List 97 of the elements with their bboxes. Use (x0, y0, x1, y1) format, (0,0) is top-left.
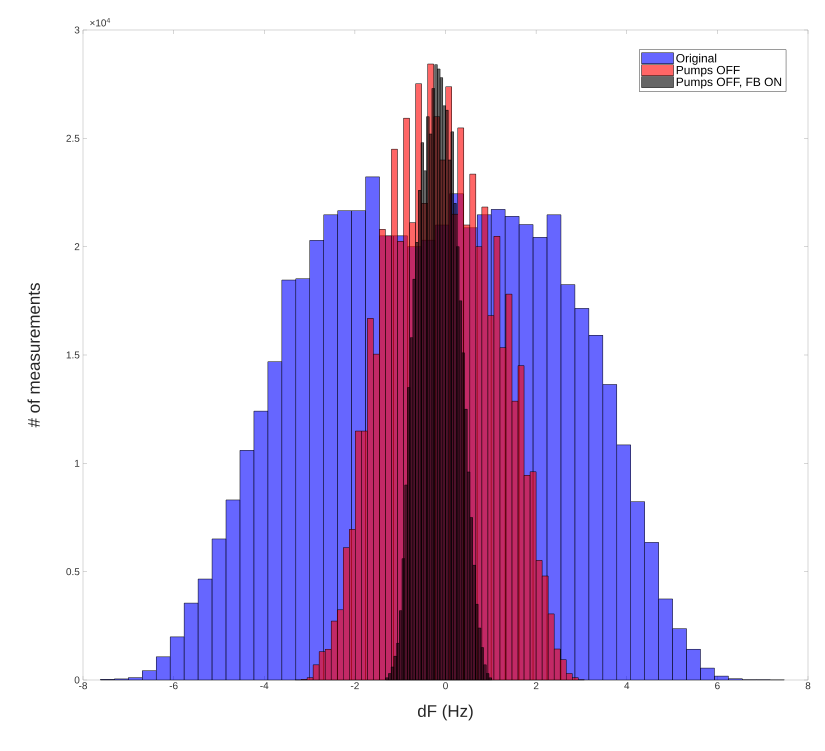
x-tick-label: 2 (534, 682, 538, 690)
bar (355, 430, 362, 680)
bar (254, 410, 268, 680)
bar (554, 648, 560, 680)
bar (309, 240, 324, 680)
bar (560, 284, 576, 680)
bar (542, 576, 548, 680)
bar (324, 648, 332, 680)
bar (420, 142, 424, 680)
y-tick-label: 0 (74, 676, 80, 684)
y-tick-label: 2.5 (66, 134, 80, 142)
bar (470, 517, 473, 680)
bar (142, 670, 156, 680)
bar (560, 659, 566, 680)
bar (518, 365, 524, 680)
bar (343, 547, 350, 680)
bar (306, 677, 314, 680)
bar (494, 236, 500, 680)
bar (349, 529, 356, 680)
bar (282, 280, 296, 680)
legend-label: Pumps OFF (676, 66, 740, 77)
bar (361, 430, 368, 680)
bar (486, 673, 490, 680)
x-tick-label: 0 (443, 682, 448, 690)
bar (524, 474, 530, 680)
bar (686, 648, 701, 680)
bar (296, 278, 310, 680)
bar (367, 318, 374, 680)
bar (412, 278, 416, 680)
bar (536, 560, 542, 680)
bar (488, 315, 494, 680)
bar (714, 676, 729, 680)
bar (396, 642, 400, 680)
bar (240, 450, 254, 680)
bar (407, 387, 410, 680)
y-tick-label: 1.5 (66, 352, 80, 358)
bar (440, 77, 444, 680)
bar (402, 558, 405, 680)
x-tick-label: -4 (260, 682, 268, 690)
bar (475, 604, 478, 680)
bar (318, 651, 326, 680)
bar (379, 229, 386, 680)
bar (530, 472, 536, 680)
legend-label: Pumps OFF, FB ON (676, 78, 782, 88)
bar (602, 384, 618, 680)
x-tick-label: 8 (806, 682, 810, 690)
bar (483, 664, 487, 680)
bar (464, 408, 468, 680)
bar (170, 636, 184, 680)
bar (385, 236, 392, 680)
y-tick-label: 3 (74, 26, 80, 34)
bar (312, 664, 320, 680)
bar (432, 88, 435, 680)
x-tick-label: -8 (79, 682, 87, 690)
bar (488, 678, 492, 680)
bar (630, 501, 645, 680)
legend-label: Original (676, 54, 716, 65)
bar (156, 656, 170, 680)
bar (512, 400, 518, 680)
y-axis-title: # of measurements (28, 283, 40, 428)
bar (566, 673, 573, 680)
bar (658, 598, 673, 680)
bar (385, 678, 389, 680)
bar (500, 347, 506, 680)
x-axis-title: dF (Hz) (418, 704, 473, 720)
bar (212, 538, 226, 680)
y-tick-label: 1 (75, 460, 80, 467)
bar (616, 444, 631, 680)
bar (572, 677, 579, 680)
bar (226, 500, 240, 680)
bar (644, 542, 659, 680)
bar (128, 677, 143, 680)
bar (480, 647, 484, 680)
bar (388, 673, 392, 680)
text: ×10$^{4}$ (90, 18, 110, 26)
bar (672, 628, 687, 680)
bar (588, 335, 604, 680)
bar (574, 308, 590, 680)
bar (198, 578, 212, 680)
y-tick-label: 0.5 (66, 568, 80, 576)
bar (548, 614, 554, 680)
bar (184, 602, 198, 680)
bar (700, 668, 715, 680)
x-tick-label: 6 (715, 682, 720, 690)
x-tick-label: -6 (170, 682, 178, 690)
x-tick-label: 4 (624, 682, 630, 690)
bar (426, 116, 430, 680)
bar (336, 610, 344, 680)
bar (268, 361, 282, 680)
bar (456, 246, 460, 680)
bar (330, 620, 338, 680)
bar (373, 354, 380, 680)
bar (450, 132, 454, 680)
bar (445, 110, 448, 680)
x-tick-label: -2 (350, 682, 359, 690)
y-tick-label: 2 (74, 243, 80, 250)
bar (506, 294, 512, 680)
